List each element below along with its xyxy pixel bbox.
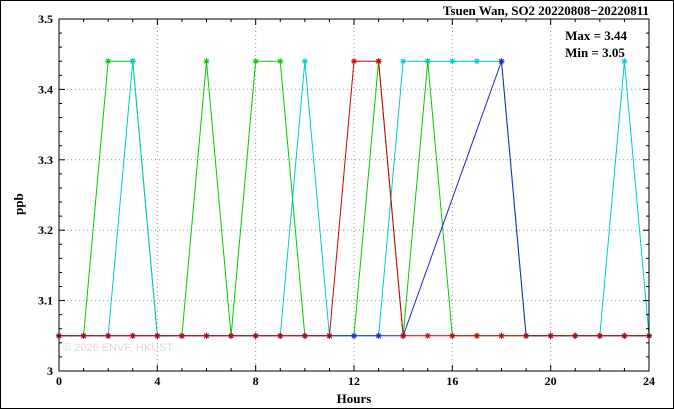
x-axis-label: Hours [336, 391, 372, 406]
chart-title: Tsuen Wan, SO2 20220808−20220811 [442, 3, 649, 18]
x-tick-label: 24 [643, 374, 655, 388]
y-tick-label: 3.5 [38, 12, 53, 26]
y-tick-label: 3.3 [38, 153, 53, 167]
y-tick-label: 3.4 [38, 82, 53, 96]
x-tick-label: 16 [446, 374, 458, 388]
x-tick-label: 4 [154, 374, 160, 388]
x-tick-label: 8 [253, 374, 259, 388]
y-tick-label: 3.1 [38, 294, 53, 308]
max-annotation: Max = 3.44 [565, 28, 627, 43]
max-min-annotation: Max = 3.44 Min = 3.05 [565, 28, 627, 62]
axes: 0 4 8 12 16 20 24 3 3.1 3.2 3.3 3.4 3.5 [38, 12, 655, 388]
series-series-red [56, 58, 652, 339]
x-tick-label: 20 [545, 374, 557, 388]
series-group [56, 58, 652, 339]
y-tick-label: 3.2 [38, 223, 53, 237]
series-series-cyan [56, 58, 652, 339]
y-axis-label: ppb [11, 193, 26, 215]
y-tick-label: 3 [47, 364, 53, 378]
min-annotation: Min = 3.05 [565, 44, 625, 60]
gridlines [59, 19, 649, 371]
x-tick-label: 12 [348, 374, 360, 388]
watermark: © 2026 ENVF, HKUST [63, 342, 174, 354]
x-tick-label: 0 [56, 374, 62, 388]
